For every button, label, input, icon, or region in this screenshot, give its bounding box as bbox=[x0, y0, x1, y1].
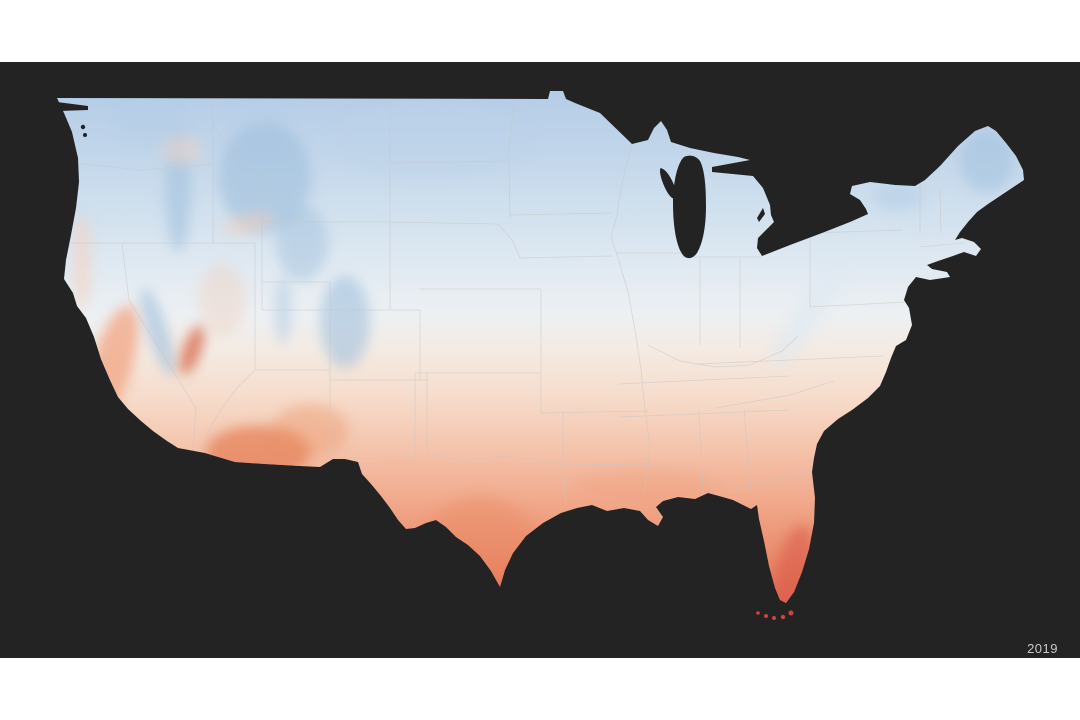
great-lakes bbox=[57, 102, 765, 259]
lake-michigan bbox=[673, 155, 706, 259]
year-label: 2019 bbox=[1027, 641, 1058, 656]
green-bay bbox=[660, 168, 677, 199]
puget-sound bbox=[80, 124, 86, 130]
florida-keys bbox=[756, 610, 794, 620]
terrain-texture bbox=[73, 102, 1013, 603]
puget-sound bbox=[83, 133, 87, 137]
strait-of-juan-de-fuca bbox=[57, 102, 88, 111]
state-borders bbox=[66, 96, 964, 506]
saginaw-bay bbox=[757, 208, 765, 222]
